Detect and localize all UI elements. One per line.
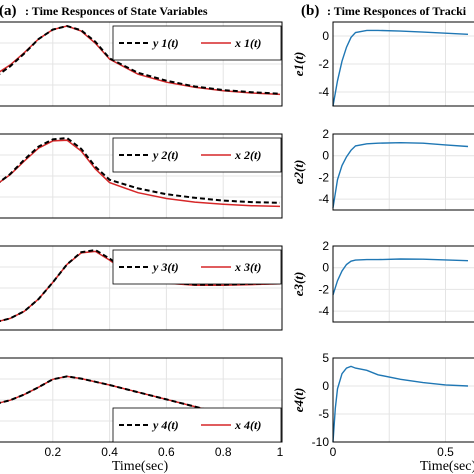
y-tick-label: 0 <box>322 149 329 163</box>
series-line <box>332 365 469 443</box>
panel-title: : Time Responces of Tracki <box>327 4 467 18</box>
y-tick-label: -2 <box>318 57 329 71</box>
y-axis-label: e1(t) <box>291 52 306 77</box>
legend-label: y 3(t) <box>151 260 179 274</box>
subplot-frame <box>332 133 474 211</box>
x-tick-label: 0.8 <box>215 445 232 459</box>
legend-label: x 3(t) <box>234 260 261 274</box>
y-tick-label: 0 <box>322 261 329 275</box>
y-tick-label: -10 <box>312 435 330 449</box>
subplot-frame <box>332 357 474 443</box>
x-tick-label: 0.5 <box>437 445 454 459</box>
y-axis-label: e2(t) <box>291 160 306 185</box>
panel-letter: (b) <box>301 3 319 19</box>
x-tick-label: 0.4 <box>101 445 118 459</box>
legend-label: x 1(t) <box>234 36 261 50</box>
y-tick-label: -4 <box>318 192 329 206</box>
x-tick-label: 0.6 <box>158 445 175 459</box>
legend-box <box>112 137 282 173</box>
series-line <box>0 139 281 208</box>
panel-letter: (a) <box>0 3 17 19</box>
y-tick-label: -2 <box>318 170 329 184</box>
series-line <box>0 24 281 95</box>
x-tick-label: 0.2 <box>44 445 61 459</box>
legend-label: x 4(t) <box>234 418 261 432</box>
y-tick-label: 0 <box>322 379 329 393</box>
x-axis-label: Time(sec) <box>420 459 474 474</box>
subplot-frame <box>0 245 283 331</box>
x-tick-label: 1 <box>277 445 284 459</box>
y-tick-label: 5 <box>322 351 329 365</box>
legend-label: x 2(t) <box>234 148 261 162</box>
y-axis-label: e3(t) <box>291 272 306 297</box>
legend-box <box>112 249 282 285</box>
y-tick-label: -5 <box>318 407 329 421</box>
legend-label: y 1(t) <box>151 36 179 50</box>
subplot-frame <box>332 21 474 107</box>
legend-box <box>112 25 282 61</box>
series-line <box>0 248 281 323</box>
subplot-frame <box>0 21 283 107</box>
subplot-frame <box>0 133 283 219</box>
legend-label: y 2(t) <box>151 148 179 162</box>
series-line <box>332 29 469 107</box>
y-axis-label: e4(t) <box>291 388 306 413</box>
x-tick-label: 0 <box>330 445 337 459</box>
legend-label: y 4(t) <box>151 418 179 432</box>
series-line <box>0 136 281 204</box>
series-line <box>332 141 469 208</box>
x-axis-label: Time(sec) <box>112 459 169 474</box>
panel-title: : Time Responces of State Variables <box>25 4 208 18</box>
subplot-frame <box>332 245 474 323</box>
y-tick-label: 0 <box>322 29 329 43</box>
y-tick-label: 2 <box>322 127 329 141</box>
y-tick-label: -2 <box>318 282 329 296</box>
series-line <box>332 258 469 296</box>
legend-box <box>112 407 282 443</box>
y-tick-label: -4 <box>318 85 329 99</box>
y-tick-label: -4 <box>318 304 329 318</box>
y-tick-label: 2 <box>322 239 329 253</box>
